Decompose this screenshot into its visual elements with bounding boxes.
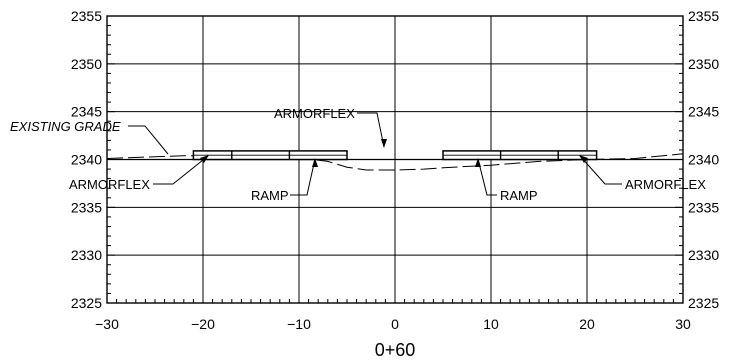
x-tick-label: −10 [287,316,311,332]
x-axis-labels: −30 −20 −10 0 10 20 30 [95,316,691,332]
y-tick-label-right: 2345 [688,104,719,120]
callout-armorflex-left: ARMORFLEX [69,177,150,192]
y-tick-label-left: 2355 [71,8,102,24]
x-tick-label: 0 [391,316,399,332]
arrow-armorflex-top [381,139,387,148]
y-tick-label-left: 2340 [71,152,102,168]
leader-armorflex-top [357,112,385,148]
callout-ramp-right: RAMP [500,188,538,203]
callout-armorflex-top: ARMORFLEX [274,106,355,121]
armorflex-mats [192,150,598,161]
arrow-armorflex-right [579,155,588,163]
leader-ramp-right [477,158,497,196]
callout-ramp-left: RAMP [251,188,289,203]
x-tick-label: 10 [483,316,499,332]
leader-armorflex-right [579,155,622,185]
y-axis-labels: 2325 2325 2330 2330 2335 2335 2340 2340 2345 2345… [71,8,720,311]
x-tick-label: 20 [579,316,595,332]
x-tick-label: −30 [95,316,119,332]
station-label: 0+60 [375,340,416,360]
leader-existing-grade [128,125,169,155]
y-tick-label-right: 2330 [688,247,719,263]
x-tick-label: −20 [191,316,215,332]
arrow-armorflex-left [200,155,209,163]
y-tick-label-right: 2325 [688,295,719,311]
leader-ramp-left [290,158,316,196]
callout-armorflex-right: ARMORFLEX [625,177,706,192]
y-tick-label-right: 2350 [688,56,719,72]
leader-armorflex-left [153,155,209,185]
callout-arrowheads [200,139,588,167]
y-tick-label-right: 2335 [688,199,719,215]
y-tick-label-left: 2350 [71,56,102,72]
arrow-ramp-right [475,158,481,167]
y-tick-label-left: 2330 [71,247,102,263]
y-tick-label-right: 2340 [688,152,719,168]
y-tick-label-left: 2345 [71,104,102,120]
y-tick-label-left: 2335 [71,199,102,215]
callout-leaders [128,112,622,196]
arrow-ramp-left [312,158,318,167]
y-tick-label-right: 2355 [688,8,719,24]
y-tick-label-left: 2325 [71,295,102,311]
x-tick-label: 30 [675,316,691,332]
callout-existing-grade: EXISTING GRADE [10,119,121,134]
